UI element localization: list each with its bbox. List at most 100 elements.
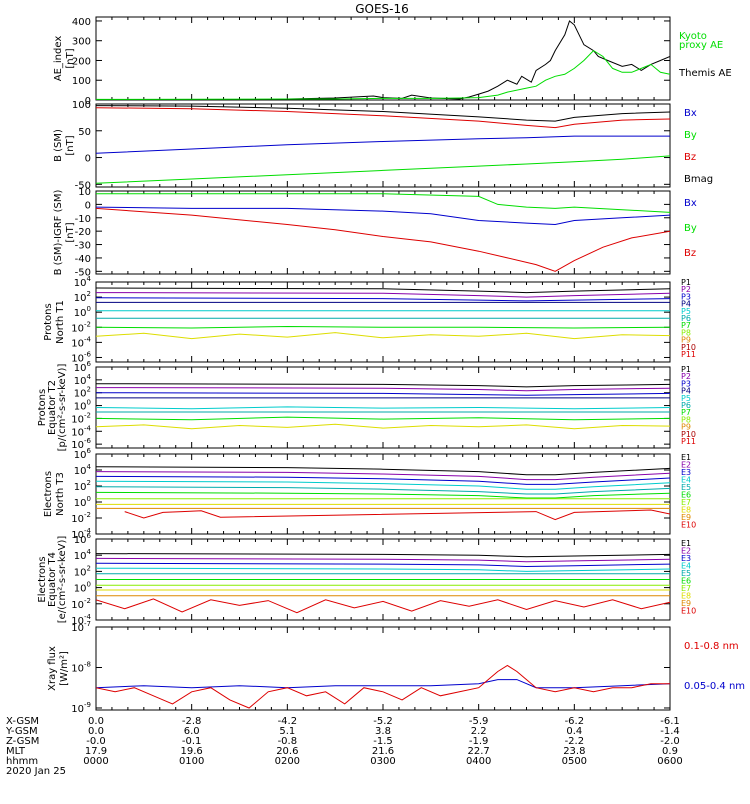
y-tick-label-exponent: 2 [87,564,91,572]
y-axis-label: [e/(cm²-s-sr-keV)] [57,536,68,624]
y-tick-label: 0 [85,200,91,211]
y-tick-label-base: 10 [74,278,87,289]
y-tick-label-base: 10 [74,450,87,461]
y-tick-label-base: 10 [71,600,84,611]
y-tick-label: 100 [74,495,91,509]
bottom-row-value: -6.2 [565,716,585,727]
y-tick-label: 200 [72,56,91,67]
bottom-row-value: 0600 [657,756,682,767]
legend-label: E8 [681,592,691,601]
y-tick-label: 100 [74,305,91,319]
y-tick-label: 10-4 [71,613,91,627]
y-tick-label-exponent: -8 [84,660,91,668]
series-line-1 [96,466,670,476]
legend-label: E9 [681,599,691,608]
legend-label: E1 [681,539,691,548]
y-tick-label-base: 10 [74,551,87,562]
legend-label: P6 [681,401,691,410]
legend-label: P4 [681,387,691,396]
y-tick-label-exponent: 0 [87,495,91,503]
series-line-1 [96,287,670,294]
y-axis-label: [nT] [65,135,76,155]
bottom-row-value: -4.2 [278,716,298,727]
legend-label: E6 [681,491,691,500]
bottom-row-value: 0200 [275,756,300,767]
y-tick-label: 102 [74,479,91,493]
legend-label: P11 [681,350,696,359]
series-line-1 [96,679,670,689]
legend-label: Themis AE [678,68,732,79]
series-line-1 [96,553,670,558]
y-tick-label-base: 10 [71,427,84,438]
bottom-row-value: 0000 [83,756,108,767]
bottom-row-value: -5.2 [373,716,393,727]
legend-label: By [684,130,697,141]
y-tick-label: 102 [74,290,91,304]
legend-label: P2 [681,372,691,381]
legend-label: E1 [681,453,691,462]
series-line-1 [96,105,670,122]
series-line-1 [96,193,670,213]
bottom-row-value: -1.4 [660,726,680,737]
bottom-row-label: MLT [6,746,26,757]
legend-label: E7 [681,498,691,507]
y-tick-label-exponent: 4 [87,373,92,381]
series-line-5 [96,486,670,495]
y-tick-label: 10-2 [71,320,91,334]
legend-label: P10 [681,430,696,439]
y-tick-label: -40 [75,254,91,265]
bottom-row-value: -5.9 [469,716,489,727]
bottom-row-value: 0400 [466,756,491,767]
y-tick-label: 100 [72,76,91,87]
legend-label: P2 [681,285,691,294]
y-tick-label-exponent: 2 [87,479,91,487]
legend-label: E8 [681,506,691,515]
series-line-2 [96,664,670,709]
y-tick-label-base: 10 [74,402,87,413]
legend-label: P4 [681,300,691,309]
legend-label: E9 [681,513,691,522]
bottom-row-value: 0300 [370,756,395,767]
y-tick-label: 106 [74,532,92,546]
y-axis-label: [W/m²] [59,651,70,686]
y-axis-label: B (SM)-IGRF (SM) [53,190,64,276]
y-tick-label-base: 10 [71,353,84,364]
y-axis-label: North T3 [55,472,66,516]
series-line-2 [96,49,670,100]
y-tick-label-exponent: -2 [84,511,91,519]
y-tick-label-exponent: -6 [84,350,92,358]
bottom-row-label: Y-GSM [5,726,38,737]
y-tick-label: 10-8 [71,660,91,674]
y-tick-label-exponent: -2 [84,597,91,605]
legend-label: E5 [681,483,691,492]
legend-label: E7 [681,584,691,593]
legend-label: P5 [681,394,691,403]
legend-label: Bx [684,198,697,209]
y-tick-label: 300 [72,37,91,48]
y-tick-label: 106 [74,447,92,461]
y-tick-label: 10-2 [71,597,91,611]
y-tick-label-base: 10 [74,308,87,319]
bottom-row-value: 0100 [179,756,204,767]
bottom-row-value: 0500 [562,756,587,767]
bottom-row-value: -0.8 [278,736,298,747]
y-tick-label: 10-6 [71,437,91,451]
legend-label: Kyoto [679,31,707,42]
series-line-1 [96,383,670,388]
y-tick-label-exponent: 4 [87,548,92,556]
legend-label: By [684,223,697,234]
y-tick-label: 100 [72,100,91,111]
y-tick-label-exponent: 4 [87,275,92,283]
y-axis-label: Equator T4 [47,552,58,607]
y-tick-label-base: 10 [71,514,84,525]
bottom-row-value: 5.1 [279,726,295,737]
y-tick-label: -10 [75,214,91,225]
legend-label: P7 [681,321,691,330]
bottom-row-value: -2.2 [565,736,585,747]
legend-label: E4 [681,476,691,485]
bottom-row-label: X-GSM [6,716,39,727]
legend-label: 0.05-0.4 nm [684,681,745,692]
